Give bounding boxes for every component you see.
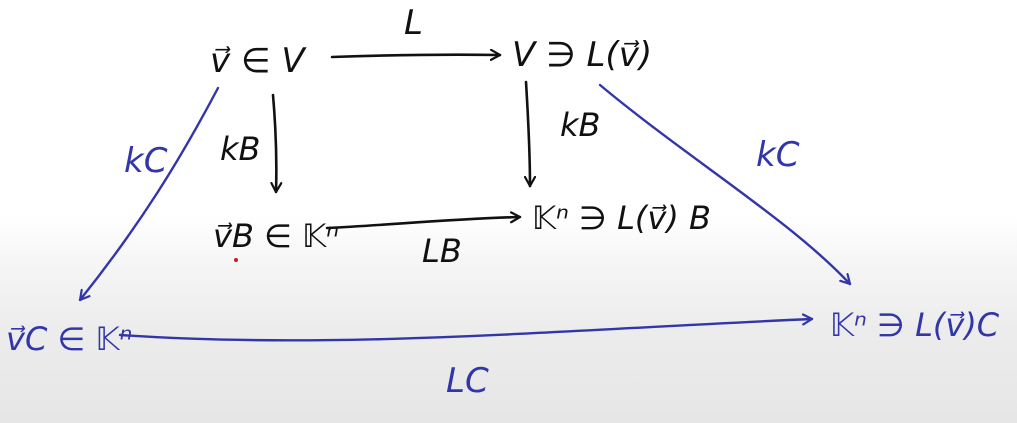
label-kC-right: kC (756, 135, 800, 175)
node-mid-left: v⃗B ∈ 𝕂ⁿ (213, 217, 339, 255)
label-L: L (404, 3, 423, 43)
arrow-middle-LB (325, 217, 522, 230)
red-pen-dot (234, 258, 238, 262)
arrow-left-kB (273, 93, 276, 194)
node-top-right: V ∋ L(v⃗) (512, 35, 652, 75)
arrow-right-kC (598, 83, 852, 286)
label-LC: LC (446, 361, 489, 401)
arrow-top-L (330, 55, 502, 57)
arrow-bottom-LC (118, 319, 814, 342)
node-mid-right: 𝕂ⁿ ∋ L(v⃗) B (532, 199, 711, 237)
label-kC-left: kC (124, 141, 168, 181)
arrow-right-kB (526, 80, 530, 188)
node-top-left: v⃗ ∈ V (210, 41, 307, 81)
label-LB: LB (422, 232, 462, 270)
node-bottom-right: 𝕂ⁿ ∋ L(v⃗)C (830, 306, 1000, 344)
label-kB-right: kB (560, 106, 600, 144)
node-bottom-left: v⃗C ∈ 𝕂ⁿ (6, 320, 132, 358)
arrow-left-kC (78, 86, 220, 302)
label-kB-left: kB (220, 130, 260, 168)
